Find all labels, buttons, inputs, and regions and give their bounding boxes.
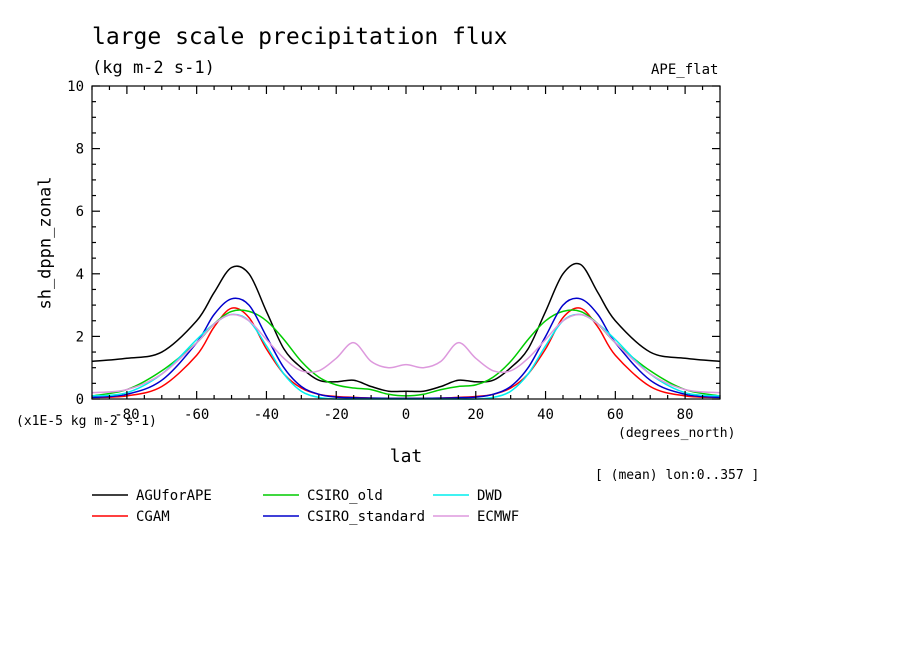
x-tick-label: -20 bbox=[324, 407, 349, 423]
y-tick-label: 0 bbox=[76, 392, 84, 408]
chart-title: large scale precipitation flux bbox=[92, 24, 508, 50]
x-tick-label: 20 bbox=[467, 407, 484, 423]
series-line-dwd bbox=[91, 313, 721, 400]
y-tick-label: 8 bbox=[76, 142, 84, 158]
y-tick-label: 10 bbox=[67, 79, 84, 95]
series-line-ecmwf bbox=[91, 313, 721, 394]
x-axis-unit: (degrees_north) bbox=[618, 426, 736, 441]
legend: AGUforAPE CGAM CSIRO_old CSIRO_standard DWD E… bbox=[92, 488, 519, 525]
legend-label-ecmwf: ECMWF bbox=[477, 509, 519, 525]
series-line-aguforape bbox=[91, 262, 721, 393]
series-line-csiro_standard bbox=[91, 297, 721, 400]
y-tick-label: 2 bbox=[76, 329, 84, 345]
x-tick-label: 0 bbox=[402, 407, 410, 423]
experiment-tag: APE_flat bbox=[651, 62, 719, 78]
series-layer bbox=[91, 262, 721, 400]
x-tick-label: 40 bbox=[537, 407, 554, 423]
legend-label-aguforape: AGUforAPE bbox=[136, 488, 212, 504]
x-axis-label: lat bbox=[389, 446, 423, 467]
axes-layer: -80 -60 -40 -20 0 20 40 60 80 0 2 4 6 8 10 bbox=[67, 79, 721, 423]
x-tick-label: -60 bbox=[184, 407, 209, 423]
x-tick-label: -40 bbox=[254, 407, 279, 423]
x-tick-label: 80 bbox=[677, 407, 694, 423]
footnote: [ (mean) lon:0..357 ] bbox=[595, 468, 760, 483]
chart-subtitle: (kg m-2 s-1) bbox=[92, 58, 215, 78]
x-tick-label: -80 bbox=[114, 407, 139, 423]
legend-label-cgam: CGAM bbox=[136, 509, 170, 525]
y-tick-label: 4 bbox=[76, 267, 84, 283]
legend-label-csiro_standard: CSIRO_standard bbox=[307, 509, 425, 525]
legend-label-csiro_old: CSIRO_old bbox=[307, 488, 383, 504]
x-tick-label: 60 bbox=[607, 407, 624, 423]
legend-label-dwd: DWD bbox=[477, 488, 502, 504]
y-tick-label: 6 bbox=[76, 204, 84, 220]
y-scale-note: (x1E-5 kg m-2 s-1) bbox=[16, 414, 157, 429]
